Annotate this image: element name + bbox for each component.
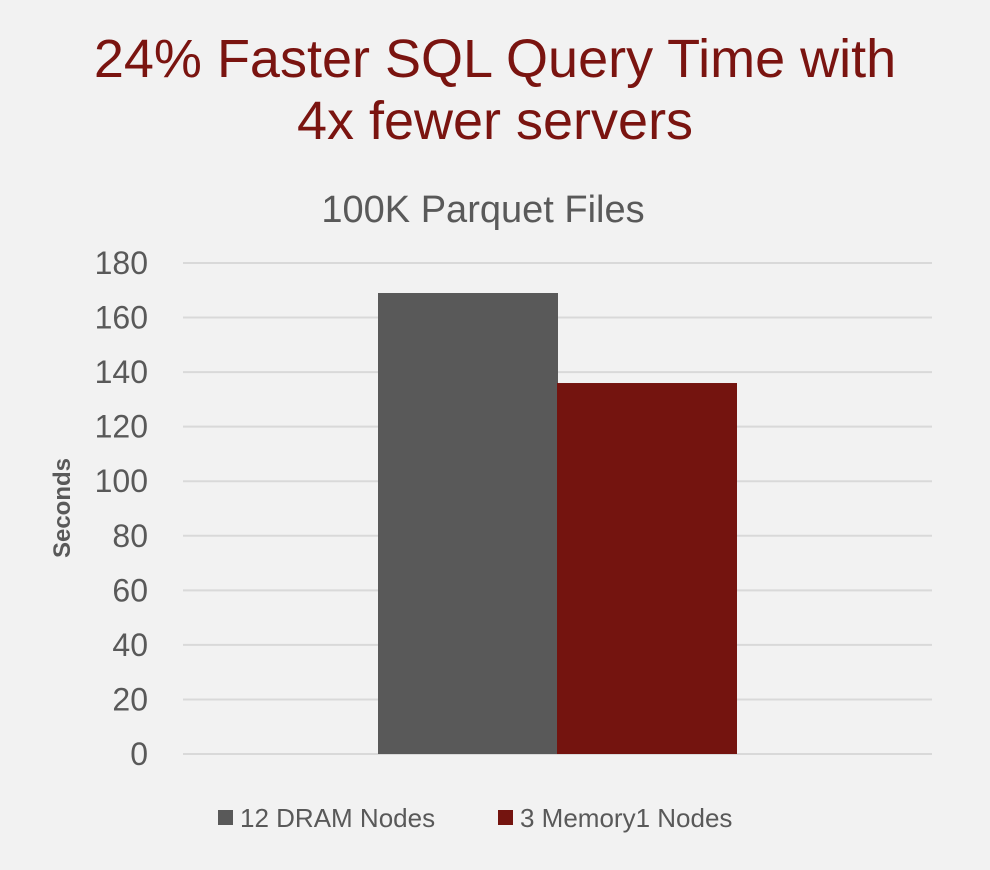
- y-axis-label: Seconds: [49, 458, 76, 558]
- y-tick-label: 80: [112, 518, 148, 554]
- y-tick-label: 60: [112, 572, 148, 608]
- headline-line-2: 4x fewer servers: [296, 91, 694, 151]
- headline: 24% Faster SQL Query Time with 4x fewer …: [0, 28, 990, 152]
- bar-1: [378, 293, 558, 754]
- y-tick-label: 100: [95, 463, 148, 499]
- y-tick-label: 180: [95, 245, 148, 281]
- chart-title: 100K Parquet Files: [321, 189, 644, 231]
- legend-label: 3 Memory1 Nodes: [520, 803, 732, 833]
- y-tick-label: 40: [112, 627, 148, 663]
- y-tick-label: 0: [130, 736, 148, 772]
- legend-swatch: [218, 810, 233, 825]
- headline-line-1: 24% Faster SQL Query Time with: [93, 29, 897, 89]
- legend-label: 12 DRAM Nodes: [240, 803, 435, 833]
- y-tick-label: 160: [95, 300, 148, 336]
- y-tick-label: 140: [95, 354, 148, 390]
- bar-2: [557, 383, 737, 754]
- legend-swatch: [498, 810, 513, 825]
- y-tick-label: 120: [95, 409, 148, 445]
- y-tick-label: 20: [112, 681, 148, 717]
